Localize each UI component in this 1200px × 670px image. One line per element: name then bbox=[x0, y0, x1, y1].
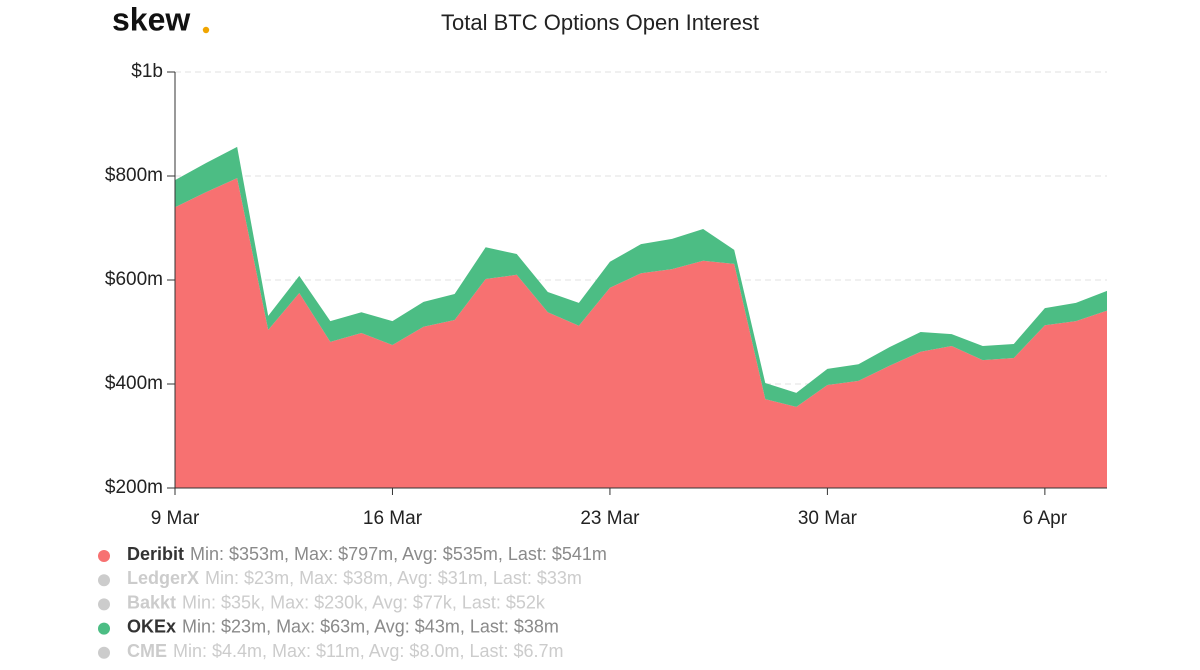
y-tick-label: $400m bbox=[105, 373, 163, 394]
logo: skew bbox=[112, 1, 190, 37]
y-tick-label: $600m bbox=[105, 269, 163, 290]
legend-name: OKEx bbox=[127, 616, 176, 636]
area bbox=[175, 178, 1107, 488]
legend-marker[interactable] bbox=[98, 598, 110, 611]
legend-entry[interactable]: OKEx Min: $23m, Max: $63m, Avg: $43m, Las… bbox=[127, 616, 559, 636]
legend-entry[interactable]: LedgerX Min: $23m, Max: $38m, Avg: $31m, … bbox=[127, 568, 582, 588]
legend-entry[interactable]: CME Min: $4.4m, Max: $11m, Avg: $8.0m, La… bbox=[127, 641, 564, 661]
y-tick-label: $800m bbox=[105, 165, 163, 186]
legend-stats: Min: $4.4m, Max: $11m, Avg: $8.0m, Last:… bbox=[173, 641, 564, 661]
legend-name: Bakkt bbox=[127, 592, 176, 612]
legend-stats: Min: $353m, Max: $797m, Avg: $535m, Last… bbox=[190, 544, 607, 564]
y-tick-label: $1b bbox=[131, 61, 163, 82]
legend-stats: Min: $23m, Max: $63m, Avg: $43m, Last: $… bbox=[182, 616, 559, 636]
legend-marker[interactable] bbox=[98, 550, 110, 562]
legend-stats: Min: $35k, Max: $230k, Avg: $77k, Last: … bbox=[182, 592, 546, 612]
legend-marker[interactable] bbox=[98, 622, 110, 635]
legend-name: LedgerX bbox=[127, 568, 199, 588]
legend-stats: Min: $23m, Max: $38m, Avg: $31m, Last: $… bbox=[205, 568, 582, 588]
logo-dot bbox=[202, 26, 210, 34]
x-tick-label: 9 Mar bbox=[151, 508, 200, 529]
x-tick-label: 6 Apr bbox=[1023, 508, 1068, 529]
x-tick-label: 23 Mar bbox=[580, 508, 640, 529]
legend-name: CME bbox=[127, 641, 167, 661]
y-tick-label: $200m bbox=[105, 477, 163, 498]
legend-name: Deribit bbox=[127, 544, 184, 564]
legend-entry[interactable]: Bakkt Min: $35k, Max: $230k, Avg: $77k, L… bbox=[127, 592, 546, 612]
legend-entry[interactable]: Deribit Min: $353m, Max: $797m, Avg: $535… bbox=[127, 544, 607, 564]
legend-marker[interactable] bbox=[98, 646, 110, 659]
x-tick-label: 16 Mar bbox=[363, 508, 423, 529]
x-tick-label: 30 Mar bbox=[798, 508, 858, 529]
legend-marker[interactable] bbox=[98, 574, 110, 587]
chart-title: Total BTC Options Open Interest bbox=[441, 10, 759, 35]
